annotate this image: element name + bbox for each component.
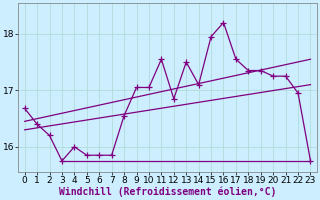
X-axis label: Windchill (Refroidissement éolien,°C): Windchill (Refroidissement éolien,°C) <box>59 187 276 197</box>
